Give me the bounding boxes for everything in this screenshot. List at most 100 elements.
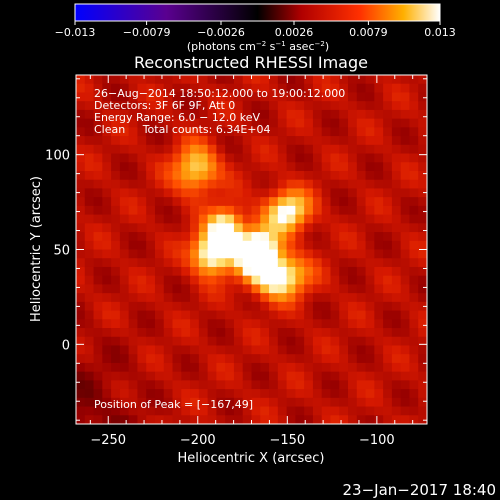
heatmap-cell	[321, 319, 332, 329]
heatmap-cell	[304, 319, 314, 329]
heatmap-cell	[312, 153, 323, 163]
heatmap-cell	[260, 249, 270, 259]
heatmap-cell	[198, 406, 209, 416]
heatmap-cell	[356, 205, 367, 216]
heatmap-cell	[154, 310, 165, 320]
heatmap-cell	[233, 223, 244, 233]
heatmap-cell	[286, 345, 296, 355]
heatmap-cell	[365, 101, 375, 111]
heatmap-cell	[321, 362, 332, 373]
heatmap-cell	[207, 328, 218, 338]
heatmap-cell	[277, 293, 288, 303]
heatmap-cell	[251, 249, 261, 259]
heatmap-cell	[190, 354, 200, 364]
heatmap-cell	[383, 275, 393, 285]
heatmap-cell	[356, 92, 367, 102]
heatmap-cell	[198, 345, 209, 355]
heatmap-cell	[146, 389, 156, 399]
heatmap-cell	[93, 293, 103, 303]
heatmap-cell	[312, 345, 323, 355]
heatmap-cell	[190, 232, 200, 242]
heatmap-cell	[84, 75, 95, 85]
heatmap-cell	[383, 266, 393, 277]
heatmap-cell	[137, 354, 147, 364]
heatmap-cell	[181, 118, 191, 128]
heatmap-cell	[321, 101, 332, 111]
heatmap-cell	[233, 75, 244, 85]
heatmap-cell	[102, 336, 112, 347]
heatmap-cell	[190, 118, 200, 128]
heatmap-cell	[348, 258, 358, 268]
heatmap-cell	[225, 371, 235, 381]
heatmap-cell	[216, 371, 226, 381]
heatmap-cell	[286, 214, 296, 224]
heatmap-cell	[216, 109, 226, 120]
heatmap-cell	[312, 354, 323, 364]
heatmap-cell	[154, 240, 165, 251]
heatmap-cell	[339, 345, 349, 355]
heatmap-cell	[225, 284, 235, 294]
heatmap-cell	[233, 389, 244, 399]
heatmap-cell	[321, 118, 332, 128]
heatmap-cell	[400, 258, 411, 268]
heatmap-cell	[128, 293, 139, 303]
heatmap-cell	[242, 389, 253, 399]
heatmap-cell	[181, 197, 191, 207]
heatmap-cell	[269, 118, 279, 128]
heatmap-cell	[418, 345, 427, 355]
heatmap-cell	[356, 101, 367, 111]
heatmap-cell	[418, 118, 427, 128]
heatmap-cell	[330, 205, 340, 216]
heatmap-cell	[312, 188, 323, 198]
heatmap-cell	[216, 136, 226, 146]
heatmap-cell	[365, 223, 375, 233]
heatmap-cell	[154, 214, 165, 224]
heatmap-cell	[137, 232, 147, 242]
heatmap-cell	[146, 101, 156, 111]
heatmap-cell	[190, 371, 200, 381]
heatmap-cell	[172, 170, 182, 181]
heatmap-cell	[339, 266, 349, 277]
heatmap-cell	[233, 205, 244, 216]
heatmap-cell	[339, 92, 349, 102]
heatmap-cell	[181, 249, 191, 259]
heatmap-cell	[137, 179, 147, 190]
heatmap-cell	[339, 415, 349, 424]
heatmap-cell	[356, 284, 367, 294]
heatmap-cell	[339, 240, 349, 251]
heatmap-cell	[128, 328, 139, 338]
heatmap-cell	[146, 275, 156, 285]
heatmap-cell	[84, 362, 95, 373]
heatmap-cell	[251, 284, 261, 294]
heatmap-cell	[260, 232, 270, 242]
heatmap-cell	[356, 389, 367, 399]
colorbar-tick-label: −0.013	[55, 26, 96, 39]
heatmap-cell	[137, 223, 147, 233]
heatmap-cell	[356, 127, 367, 137]
heatmap-cell	[198, 197, 209, 207]
heatmap-cell	[365, 249, 375, 259]
heatmap-cell	[312, 144, 323, 155]
heatmap-cell	[356, 188, 367, 198]
heatmap-cell	[330, 188, 340, 198]
heatmap-cell	[119, 188, 130, 198]
heatmap-cell	[102, 301, 112, 312]
heatmap-cell	[400, 301, 411, 312]
heatmap-cell	[216, 197, 226, 207]
heatmap-cell	[146, 136, 156, 146]
heatmap-cell	[172, 118, 182, 128]
heatmap-cell	[400, 83, 411, 94]
heatmap-cell	[260, 153, 270, 163]
heatmap-cell	[400, 188, 411, 198]
heatmap-cell	[233, 328, 244, 338]
heatmap-cell	[304, 153, 314, 163]
heatmap-cell	[365, 345, 375, 355]
heatmap-cell	[400, 380, 411, 390]
heatmap-cell	[418, 336, 427, 347]
heatmap-cell	[295, 144, 305, 155]
heatmap-cell	[365, 293, 375, 303]
heatmap-cell	[277, 354, 288, 364]
heatmap-cell	[128, 83, 139, 94]
heatmap-cell	[251, 232, 261, 242]
heatmap-cell	[102, 109, 112, 120]
